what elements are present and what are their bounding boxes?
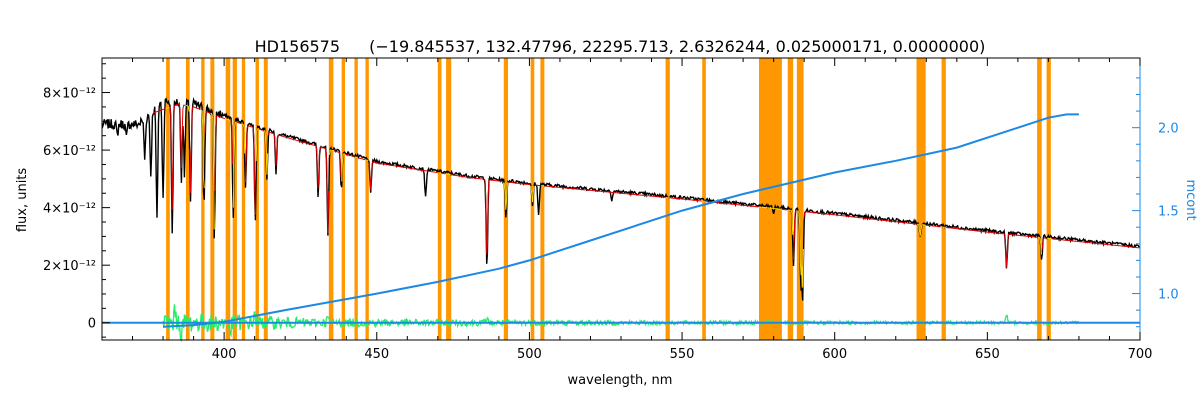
y-tick-label: 4×10⁻¹² xyxy=(43,202,96,217)
y2-tick-label: 1.5 xyxy=(1158,205,1179,220)
masked-band xyxy=(941,58,946,340)
masked-band xyxy=(225,58,231,340)
plot-axes: 400 450 500 550 600 650 700 0 2×10⁻¹² 4×10⁻¹² 6×10… xyxy=(43,57,1179,362)
mcont-line xyxy=(163,113,1079,328)
y2-axis-title: mcont xyxy=(1183,179,1198,220)
masked-band xyxy=(437,58,442,340)
masked-band xyxy=(540,58,545,340)
x-tick-label: 400 xyxy=(212,347,237,362)
masked-band xyxy=(185,58,190,340)
masked-band xyxy=(255,58,259,340)
model-spectrum-line xyxy=(153,103,1141,268)
x-tick-label: 500 xyxy=(517,347,542,362)
model-masked-line xyxy=(165,105,1051,288)
masked-band xyxy=(241,58,246,340)
x-tick-label: 650 xyxy=(975,347,1000,362)
masked-band xyxy=(354,58,358,340)
x-tick-label: 450 xyxy=(364,347,389,362)
y-tick-label: 2×10⁻¹² xyxy=(43,259,96,274)
y-tick-label: 6×10⁻¹² xyxy=(43,144,96,159)
y-axis-title: flux, units xyxy=(15,168,30,233)
chart-title: HD156575 (−19.845537, 132.47796, 22295.7… xyxy=(255,37,986,56)
plot-series xyxy=(101,97,1141,343)
masked-band xyxy=(365,58,369,340)
masked-bands xyxy=(166,58,1051,340)
masked-band xyxy=(796,58,804,340)
masked-band xyxy=(665,58,670,340)
masked-band xyxy=(263,58,268,340)
masked-band xyxy=(201,58,205,340)
x-axis-title: wavelength, nm xyxy=(568,373,673,388)
masked-band xyxy=(446,58,452,340)
masked-band xyxy=(341,58,346,340)
y2-tick-label: 2.0 xyxy=(1158,122,1179,137)
x-tick-label: 550 xyxy=(670,347,695,362)
masked-band xyxy=(166,58,170,340)
y-tick-label: 0 xyxy=(88,317,96,332)
masked-band xyxy=(1046,58,1051,340)
x-tick-label: 600 xyxy=(822,347,847,362)
y2-tick-label: 1.0 xyxy=(1158,288,1179,303)
masked-band xyxy=(328,58,334,340)
y-tick-label: 8×10⁻¹² xyxy=(43,87,96,102)
chart-title-parameters: (−19.845537, 132.47796, 22295.713, 2.632… xyxy=(369,37,985,56)
masked-band xyxy=(210,58,215,340)
masked-band xyxy=(232,58,237,340)
masked-band xyxy=(758,58,782,340)
masked-band xyxy=(1037,58,1042,340)
chart-title-star: HD156575 xyxy=(255,37,340,56)
masked-band xyxy=(503,58,509,340)
x-tick-label: 700 xyxy=(1128,347,1153,362)
masked-band xyxy=(787,58,794,340)
masked-band xyxy=(916,58,926,340)
